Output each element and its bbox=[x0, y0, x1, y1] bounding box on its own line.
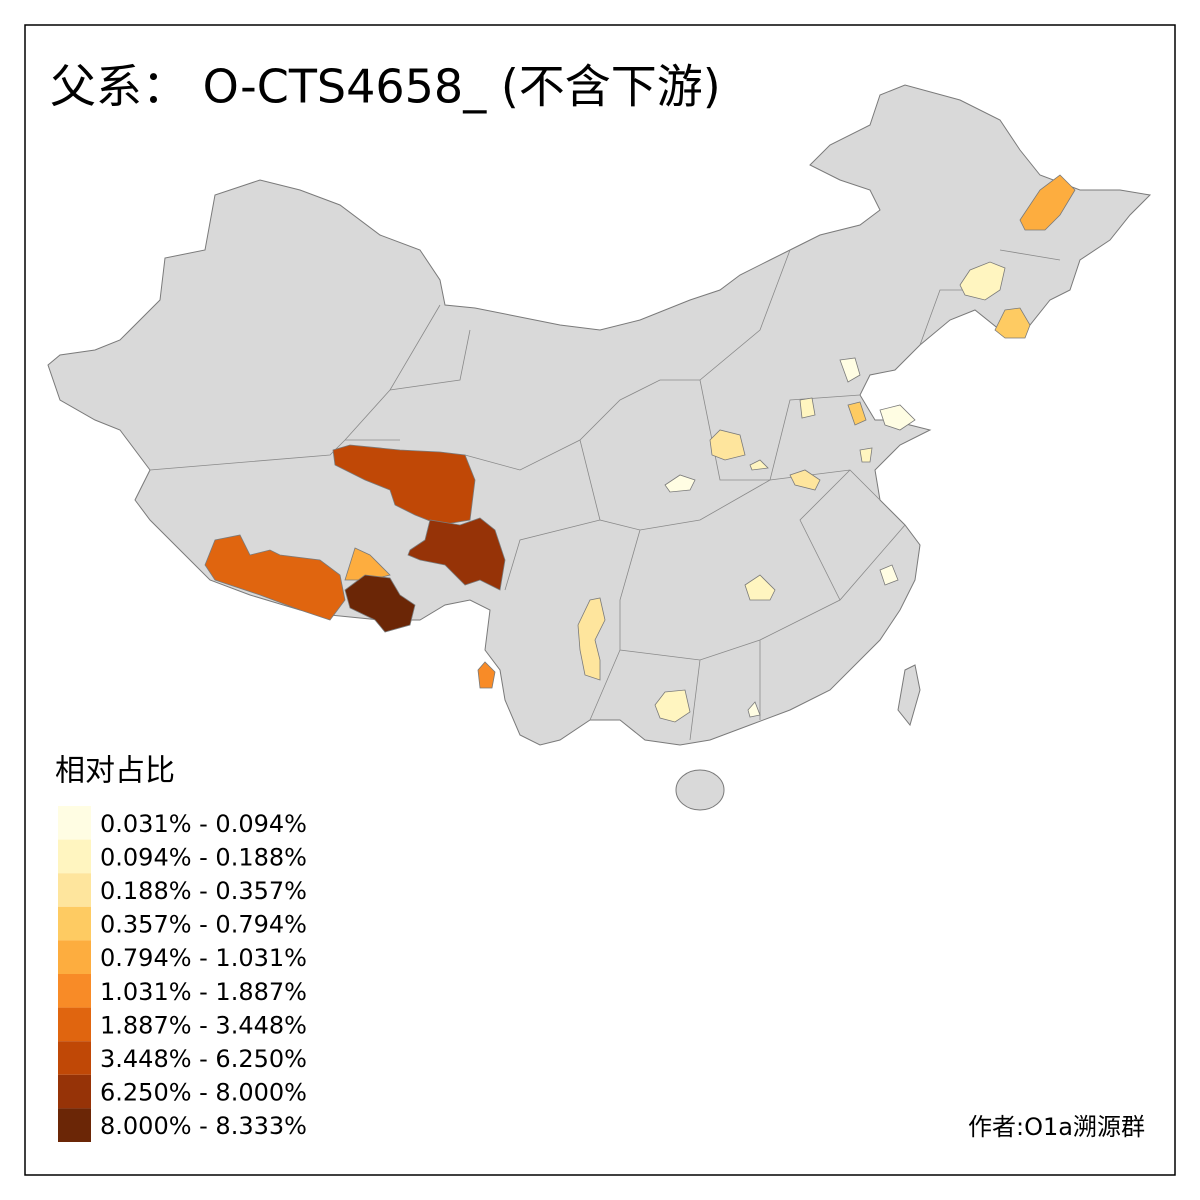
legend-label: 0.794% - 1.031% bbox=[100, 944, 307, 972]
region bbox=[859, 447, 873, 463]
province-border bbox=[149, 249, 1061, 741]
region bbox=[1019, 174, 1076, 231]
region bbox=[407, 517, 506, 591]
legend-label: 6.250% - 8.000% bbox=[100, 1079, 307, 1107]
region bbox=[709, 429, 746, 461]
region bbox=[204, 534, 346, 621]
legend-swatch bbox=[58, 906, 91, 941]
legend-swatch bbox=[58, 806, 91, 840]
region bbox=[799, 397, 816, 419]
legend-swatch bbox=[58, 873, 91, 907]
regions bbox=[204, 174, 1076, 723]
region bbox=[994, 307, 1031, 339]
legend-label: 1.887% - 3.448% bbox=[100, 1011, 307, 1039]
author-note: 作者:O1a溯源群 bbox=[968, 1113, 1145, 1141]
region bbox=[344, 574, 416, 633]
legend-swatch bbox=[58, 1041, 91, 1075]
legend-label: 0.031% - 0.094% bbox=[100, 810, 307, 838]
island bbox=[675, 769, 725, 811]
legend-swatch bbox=[58, 1074, 91, 1109]
map-title: 父系： O-CTS4658_ (不含下游) bbox=[50, 60, 721, 114]
region bbox=[744, 574, 776, 601]
legend-swatch bbox=[58, 1007, 91, 1042]
legend-swatch bbox=[58, 974, 91, 1008]
region bbox=[959, 261, 1006, 301]
legend-title: 相对占比 bbox=[55, 754, 175, 789]
legend-label: 8.000% - 8.333% bbox=[100, 1112, 307, 1140]
region bbox=[847, 401, 867, 426]
region bbox=[477, 661, 496, 689]
region bbox=[749, 459, 769, 471]
island bbox=[897, 664, 921, 727]
legend-swatch bbox=[58, 940, 91, 974]
legend-swatch bbox=[58, 839, 91, 874]
legend-swatch bbox=[58, 1108, 91, 1142]
legend-label: 0.188% - 0.357% bbox=[100, 877, 307, 905]
region bbox=[839, 357, 861, 383]
region bbox=[654, 689, 691, 723]
region bbox=[879, 404, 916, 431]
region bbox=[879, 564, 899, 586]
legend-label: 3.448% - 6.250% bbox=[100, 1045, 307, 1073]
region bbox=[332, 444, 476, 526]
legend-label: 0.357% - 0.794% bbox=[100, 911, 307, 939]
legend-label: 0.094% - 0.188% bbox=[100, 843, 307, 871]
legend-label: 1.031% - 1.887% bbox=[100, 978, 307, 1006]
region bbox=[789, 469, 821, 491]
region bbox=[577, 597, 606, 681]
region bbox=[664, 474, 696, 493]
region bbox=[747, 701, 761, 718]
legend: 0.031% - 0.094% 0.094% - 0.188% 0.188% - 0… bbox=[58, 806, 307, 1142]
